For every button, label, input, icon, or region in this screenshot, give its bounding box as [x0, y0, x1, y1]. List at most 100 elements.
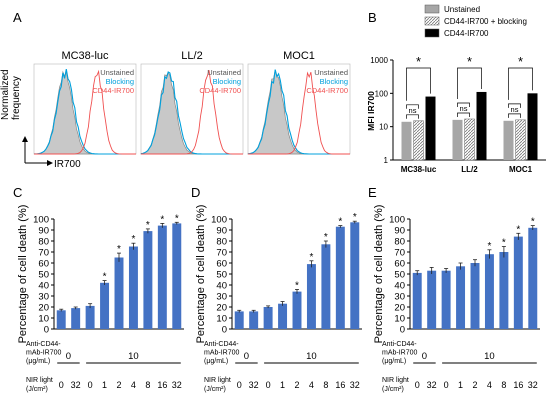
antibody-group-label: 10: [306, 351, 317, 362]
significance-star: *: [487, 241, 491, 252]
histogram-title: MC38-luc: [61, 50, 109, 62]
antibody-dose-label: (μg/mL): [382, 358, 406, 365]
bar: [143, 231, 153, 329]
ns-bracket: [508, 113, 521, 118]
bar: [412, 272, 422, 329]
light-dose-value: 16: [157, 380, 167, 390]
light-dose-value: 8: [501, 380, 506, 390]
y-tick-label: 10: [379, 123, 388, 132]
light-dose-value: 4: [131, 380, 136, 390]
cd44-histogram: [248, 71, 350, 155]
y-tick-label: 80: [394, 237, 405, 248]
y-tick-label: 1: [384, 156, 389, 165]
y-tick-label: 100: [389, 215, 405, 226]
bar: [263, 307, 273, 329]
bar: [499, 252, 509, 329]
light-dose-value: 0: [444, 380, 449, 390]
significance-bracket: [406, 67, 431, 101]
y-tick-label: 50: [394, 270, 405, 281]
ns-bracket: [508, 103, 521, 108]
light-dose-value: 32: [528, 380, 538, 390]
x-tick-label: MC38-luc: [401, 165, 437, 174]
significance-bracket: [457, 67, 482, 99]
light-dose-value: 16: [335, 380, 345, 390]
y-tick-label: 10: [216, 314, 227, 325]
panel-a-ylabel-line2: frequency: [11, 76, 22, 120]
panel-letter-d: D: [191, 185, 200, 200]
y-tick-label: 1000: [370, 56, 388, 65]
legend-blocking: Blocking: [106, 77, 134, 86]
y-tick-label: 70: [216, 248, 227, 259]
legend-label: CD44-IR700 + blocking: [444, 17, 527, 26]
y-tick-label: 0: [44, 325, 49, 336]
significance-star: *: [295, 280, 299, 291]
significance-star: *: [117, 244, 121, 255]
bar: [172, 223, 182, 329]
bar: [503, 120, 514, 160]
panel-letter-b: B: [368, 10, 377, 25]
ns-label: ns: [511, 105, 519, 114]
x-tick-label: LL/2: [461, 165, 478, 174]
bar: [484, 254, 494, 329]
significance-star: *: [516, 224, 520, 235]
light-dose-label: (J/cm²): [204, 386, 226, 393]
significance-star: *: [467, 54, 472, 69]
y-tick-label: 0: [400, 325, 405, 336]
ns-bracket: [457, 102, 470, 107]
legend-unstained: Unstained: [314, 68, 348, 77]
significance-star: *: [324, 232, 328, 243]
bar: [476, 91, 487, 160]
y-tick-label: 20: [216, 303, 227, 314]
panel-a-x-arrowhead: [47, 160, 53, 166]
light-dose-value: 32: [427, 380, 437, 390]
light-dose-label: (J/cm²): [26, 386, 48, 393]
panel-a-xlabel: IR700: [54, 159, 81, 170]
blocking-histogram: [140, 71, 243, 155]
histogram-title: MOC1: [283, 50, 315, 62]
y-tick-label: 80: [38, 237, 49, 248]
light-dose-value: 0: [266, 380, 271, 390]
bar: [464, 118, 475, 161]
y-axis-label: Percentage of cell death (%): [373, 205, 385, 344]
bar: [427, 270, 437, 329]
light-dose-value: 0: [415, 380, 420, 390]
ns-label: ns: [460, 104, 468, 113]
ns-label: ns: [409, 106, 417, 115]
light-dose-value: 8: [323, 380, 328, 390]
bar: [306, 264, 316, 329]
antibody-dose-label: Anti-CD44-: [382, 341, 417, 348]
panel-letter-e: E: [368, 185, 377, 200]
y-tick-label: 40: [216, 281, 227, 292]
bar: [128, 246, 138, 329]
y-tick-label: 40: [394, 281, 405, 292]
legend-cd44: CD44-IR700: [199, 86, 241, 95]
light-dose-label: NIR light: [382, 377, 409, 384]
x-tick-label: MOC1: [509, 165, 533, 174]
panel-b-mfi-chart: Unstained CD44-IR700 + blocking CD44-IR700…: [366, 4, 546, 174]
bar: [527, 93, 538, 160]
cd44-histogram: [141, 70, 243, 155]
y-tick-label: 60: [38, 259, 49, 270]
significance-star: *: [518, 54, 523, 69]
antibody-group-label: 10: [128, 351, 139, 362]
y-tick-label: 30: [216, 292, 227, 303]
light-dose-label: (J/cm²): [382, 386, 404, 393]
y-tick-label: 90: [216, 226, 227, 237]
light-dose-value: 2: [294, 380, 299, 390]
y-tick-label: 30: [394, 292, 405, 303]
bar: [234, 311, 244, 329]
y-tick-label: 30: [38, 292, 49, 303]
antibody-dose-label: Anti-CD44-: [204, 341, 239, 348]
panel-letter-c: C: [13, 185, 22, 200]
bar: [513, 236, 523, 329]
y-axis-label: Percentage of cell death (%): [17, 205, 29, 344]
bar: [401, 121, 412, 160]
bar: [335, 226, 345, 329]
light-dose-value: 4: [487, 380, 492, 390]
y-tick-label: 0: [222, 325, 227, 336]
y-tick-label: 100: [211, 215, 227, 226]
antibody-dose-label: (μg/mL): [26, 358, 50, 365]
